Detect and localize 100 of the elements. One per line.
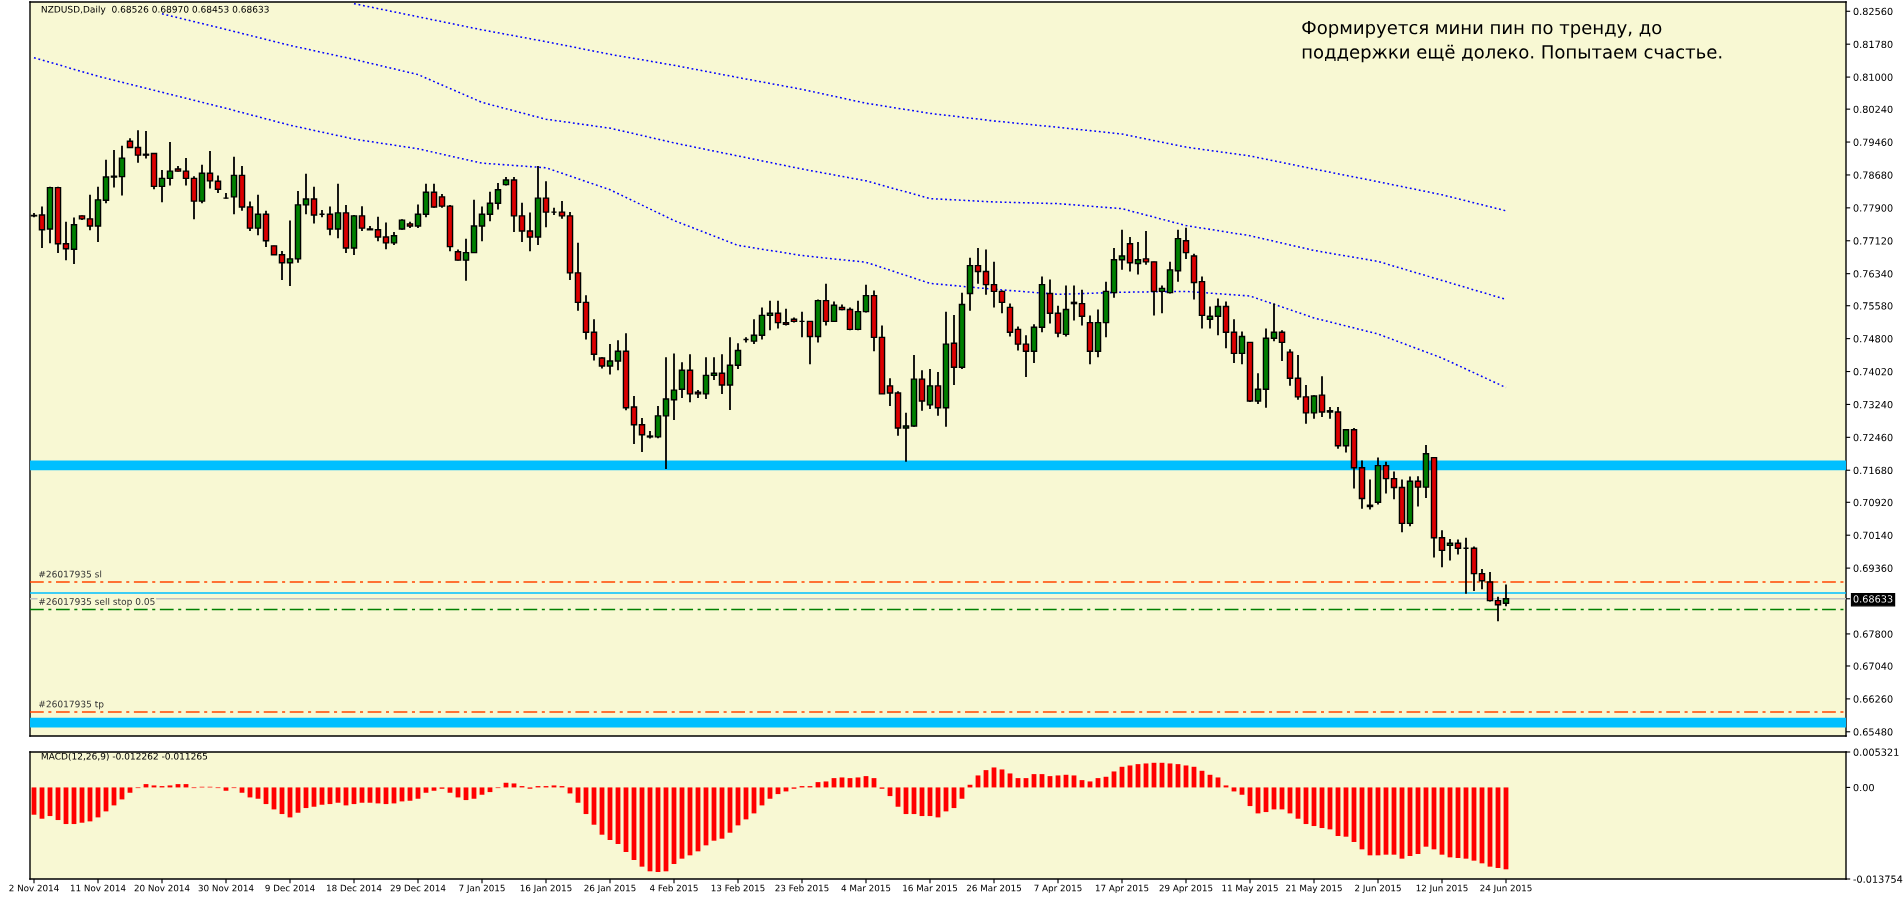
y-tick-label: 0.67800 <box>1853 630 1893 638</box>
x-tick-label: 26 Jan 2015 <box>584 884 636 893</box>
candlestick <box>286 219 294 287</box>
candlestick <box>1270 302 1278 343</box>
y-tick-label: -0.013754 <box>1853 875 1903 883</box>
candlestick <box>1158 284 1166 315</box>
candlestick <box>1318 375 1326 418</box>
bar <box>431 787 437 791</box>
candlestick <box>486 190 494 223</box>
candlestick <box>614 339 622 372</box>
candlestick <box>758 306 766 341</box>
x-tick-label: 2 Nov 2014 <box>9 884 59 892</box>
candlestick <box>254 193 262 237</box>
candlestick <box>310 185 318 225</box>
annotation: Формируется мини пин по тренду, до поддержки ещё долеко. Попытаем счастье. <box>1302 20 1722 63</box>
candlestick <box>750 318 758 346</box>
candlestick <box>1166 260 1174 295</box>
candlestick <box>334 182 342 240</box>
candlestick <box>1118 228 1126 271</box>
y-tick-label: 0.82560 <box>1853 7 1893 16</box>
x-tick-label: 18 Dec 2014 <box>327 884 382 892</box>
candlestick <box>1142 230 1150 266</box>
candlestick <box>1126 236 1134 273</box>
candlestick <box>142 130 150 160</box>
x-tick-label: 30 Nov 2014 <box>198 884 254 892</box>
x-tick-label: 4 Mar 2015 <box>841 884 891 892</box>
bar <box>423 787 429 793</box>
candlestick <box>246 200 254 232</box>
chart-title: NZDUSD,Daily 0.68526 0.68970 0.68453 0.68633 <box>41 5 269 15</box>
y-tick-label: 0.80240 <box>1853 105 1893 113</box>
x-tick-label: 29 Apr 2015 <box>1159 884 1213 894</box>
candlestick <box>462 237 470 282</box>
y-tick-label: 0.71680 <box>1853 466 1893 475</box>
y-tick-label: 0.68633 <box>1853 595 1893 603</box>
y-tick-label: 0.70920 <box>1853 498 1893 507</box>
candlestick <box>526 211 534 253</box>
candlestick <box>414 203 422 230</box>
candlestick <box>1438 529 1446 569</box>
x-tick-label: 16 Mar 2015 <box>903 884 957 892</box>
y-tick-label: 0.74020 <box>1853 368 1893 376</box>
candlestick <box>302 172 310 216</box>
x-tick-label: 29 Dec 2014 <box>390 884 446 892</box>
candlestick <box>974 247 982 285</box>
candlestick <box>822 282 830 327</box>
bar <box>127 787 133 793</box>
x-tick-label: 12 Jun 2015 <box>1416 884 1468 893</box>
candlestick <box>1294 354 1302 401</box>
y-tick-label: 0.76340 <box>1853 270 1893 278</box>
candlestick <box>702 356 710 400</box>
candlestick <box>374 215 382 243</box>
candlestick <box>206 150 214 190</box>
candlestick <box>1214 297 1222 337</box>
bar <box>487 787 493 793</box>
y-tick-label: 0.77900 <box>1853 204 1893 212</box>
candlestick <box>278 249 286 281</box>
ref-line-label: #26017935 sl <box>39 570 102 578</box>
candlestick <box>518 201 526 243</box>
candlestick <box>830 300 838 323</box>
candlestick <box>686 353 694 404</box>
candlestick <box>1046 278 1054 325</box>
x-tick-label: 4 Feb 2015 <box>649 884 698 892</box>
candlestick <box>62 220 70 262</box>
candlestick <box>230 155 238 216</box>
x-tick-label: 11 May 2015 <box>1222 884 1278 894</box>
candlestick <box>190 175 198 221</box>
candlestick <box>1310 394 1318 420</box>
x-tick-label: 7 Apr 2015 <box>1034 884 1082 894</box>
bar <box>447 787 453 793</box>
y-tick-label: 0.74800 <box>1853 335 1893 343</box>
x-tick-label: 23 Feb 2015 <box>775 884 829 892</box>
candlestick <box>38 205 46 249</box>
candlestick <box>934 371 942 417</box>
x-tick-label: 2 Jun 2015 <box>1355 884 1401 893</box>
candlestick <box>430 182 438 209</box>
candlestick <box>326 205 334 237</box>
candlestick <box>590 318 598 362</box>
y-tick-label: 0.69360 <box>1853 564 1893 572</box>
bar <box>223 787 229 791</box>
candlestick <box>606 343 614 376</box>
y-tick-label: 0.70140 <box>1853 531 1893 540</box>
candlestick <box>158 168 166 204</box>
candlestick <box>726 336 734 411</box>
y-tick-label: 0.72460 <box>1853 433 1893 442</box>
candlestick <box>862 283 870 314</box>
candlestick <box>110 149 118 189</box>
x-tick-label: 21 May 2015 <box>1286 884 1342 894</box>
candlestick <box>806 320 814 366</box>
y-tick-label: 0.67040 <box>1853 662 1893 670</box>
candlestick <box>1078 288 1086 327</box>
y-tick-label: 0.00 <box>1853 783 1874 792</box>
candlestick <box>86 193 94 232</box>
candlestick <box>478 205 486 243</box>
bar <box>239 787 245 793</box>
ref-line-label: #26017935 tp <box>39 700 104 710</box>
candlestick <box>358 205 366 232</box>
candlestick <box>1182 226 1190 260</box>
y-tick-label: 0.75580 <box>1853 302 1893 310</box>
candlestick <box>734 342 742 370</box>
x-tick-label: 17 Apr 2015 <box>1095 884 1149 894</box>
y-tick-label: 0.73240 <box>1853 400 1893 409</box>
